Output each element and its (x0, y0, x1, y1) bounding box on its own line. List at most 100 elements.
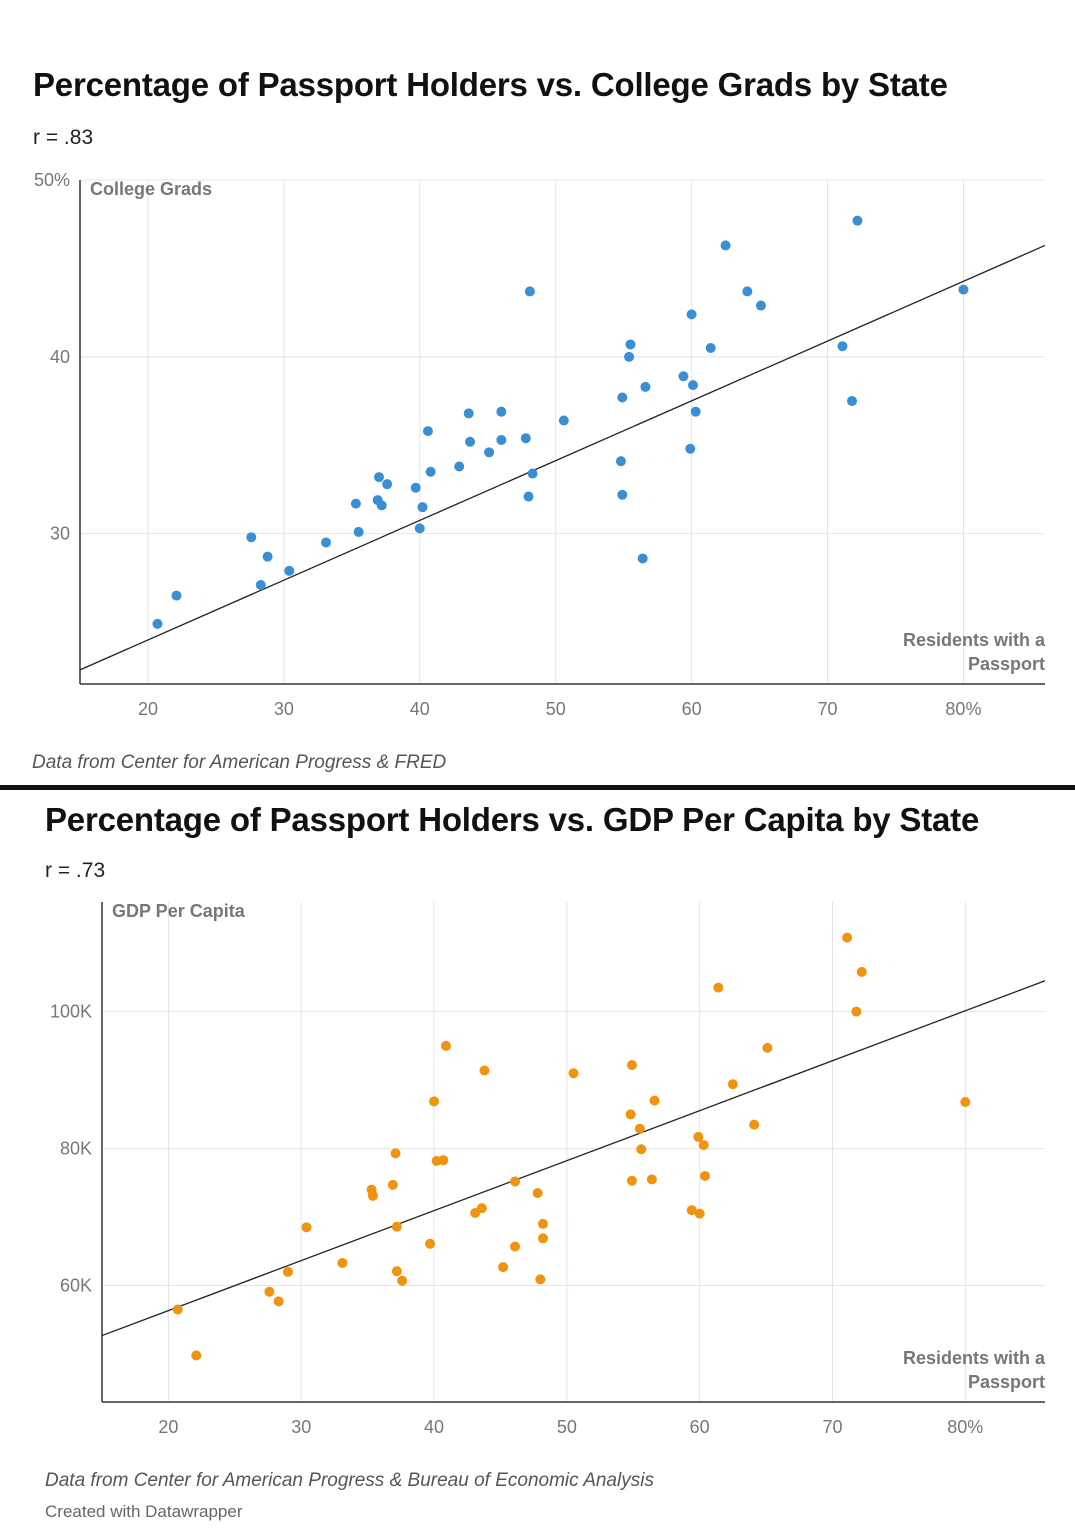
y-axis-title: GDP Per Capita (112, 901, 246, 921)
data-point (382, 479, 393, 490)
data-point (422, 426, 433, 437)
data-point (246, 532, 257, 543)
data-point (617, 489, 628, 500)
trend-line (79, 244, 1046, 671)
data-point (484, 447, 495, 458)
x-tick-label: 70 (818, 699, 838, 719)
data-point (397, 1275, 408, 1286)
y-tick-label: 80K (60, 1139, 92, 1159)
data-point (284, 565, 295, 576)
data-point (678, 371, 689, 382)
data-point (755, 300, 766, 311)
chart-title: Percentage of Passport Holders vs. Colle… (33, 66, 948, 103)
data-point (255, 579, 266, 590)
data-point (749, 1119, 760, 1130)
data-point (301, 1222, 312, 1233)
x-tick-label: 80% (947, 1417, 983, 1437)
data-point (686, 309, 697, 320)
data-point (273, 1296, 284, 1307)
data-point (852, 215, 863, 226)
x-tick-label: 30 (291, 1417, 311, 1437)
x-axis-title: Residents with a Passport (903, 1348, 1046, 1392)
data-point (264, 1286, 275, 1297)
data-point (649, 1095, 660, 1106)
source-note: Data from Center for American Progress &… (45, 1470, 654, 1491)
chart-passport-vs-gdp-per-capita: Percentage of Passport Holders vs. GDP P… (0, 790, 1075, 1536)
chart-subtitle: r = .83 (33, 126, 94, 149)
data-point (535, 1274, 546, 1285)
data-point (842, 932, 853, 943)
x-tick-label: 50 (557, 1417, 577, 1437)
data-point (520, 433, 531, 444)
data-point (282, 1266, 293, 1277)
data-point (440, 1040, 451, 1051)
data-point (727, 1079, 738, 1090)
data-point (425, 466, 436, 477)
divider (0, 785, 1075, 790)
data-point (510, 1176, 521, 1187)
x-tick-label: 60 (690, 1417, 710, 1437)
data-point (626, 1175, 637, 1186)
data-point (646, 1174, 657, 1185)
data-point (454, 461, 465, 472)
data-point (524, 286, 535, 297)
x-tick-label: 30 (274, 699, 294, 719)
x-tick-label: 20 (158, 1417, 178, 1437)
data-point (479, 1065, 490, 1076)
data-point (690, 406, 701, 417)
data-point (498, 1262, 509, 1273)
chart-subtitle: r = .73 (45, 859, 106, 882)
data-point (537, 1218, 548, 1229)
data-point (387, 1179, 398, 1190)
data-point (152, 618, 163, 629)
data-point (410, 482, 421, 493)
data-point (626, 1060, 637, 1071)
scatter-plot: 20 30 40 50 60 70 80% 60K 80K 100K GDP Per Capita R… (50, 901, 1046, 1437)
data-point (625, 1109, 636, 1120)
x-tick-label: 40 (424, 1417, 444, 1437)
data-point (762, 1042, 773, 1053)
data-point (625, 339, 636, 350)
data-point (636, 1144, 647, 1155)
data-point (172, 1304, 183, 1315)
data-point (171, 590, 182, 601)
data-point (847, 396, 857, 407)
data-point (960, 1097, 971, 1107)
data-point (463, 408, 474, 419)
x-tick-label: 60 (682, 699, 702, 719)
y-tick-label: 60K (60, 1276, 92, 1296)
data-point (374, 472, 385, 483)
data-point (425, 1238, 436, 1249)
data-point (417, 502, 428, 513)
data-point (353, 526, 364, 537)
data-point (851, 1006, 862, 1017)
chart-passport-vs-college-grads: Percentage of Passport Holders vs. Colle… (32, 66, 1046, 773)
y-tick-label: 50% (34, 170, 70, 190)
data-point (685, 443, 696, 454)
scatter-plot: 20 30 40 50 60 70 80% 30 40 50% College Grads Resid… (34, 170, 1046, 719)
data-point (350, 498, 361, 509)
x-tick-label: 20 (138, 699, 158, 719)
data-point (640, 381, 651, 392)
data-point (720, 240, 731, 251)
data-point (705, 343, 716, 353)
x-tick-label: 70 (822, 1417, 842, 1437)
data-point (558, 415, 569, 426)
y-tick-label: 40 (50, 347, 70, 367)
data-point (634, 1123, 645, 1134)
data-point (958, 284, 969, 295)
data-point (624, 351, 635, 362)
data-point (837, 341, 848, 352)
data-point (527, 468, 538, 479)
data-point (476, 1203, 487, 1214)
data-point (686, 1205, 697, 1216)
data-point (537, 1233, 548, 1244)
chart-title: Percentage of Passport Holders vs. GDP P… (45, 801, 980, 838)
data-point (390, 1148, 401, 1159)
data-point (568, 1068, 579, 1079)
x-tick-label: 40 (410, 699, 430, 719)
data-point (496, 406, 507, 417)
data-point (376, 500, 387, 511)
data-point (856, 966, 867, 977)
data-point (693, 1131, 704, 1142)
